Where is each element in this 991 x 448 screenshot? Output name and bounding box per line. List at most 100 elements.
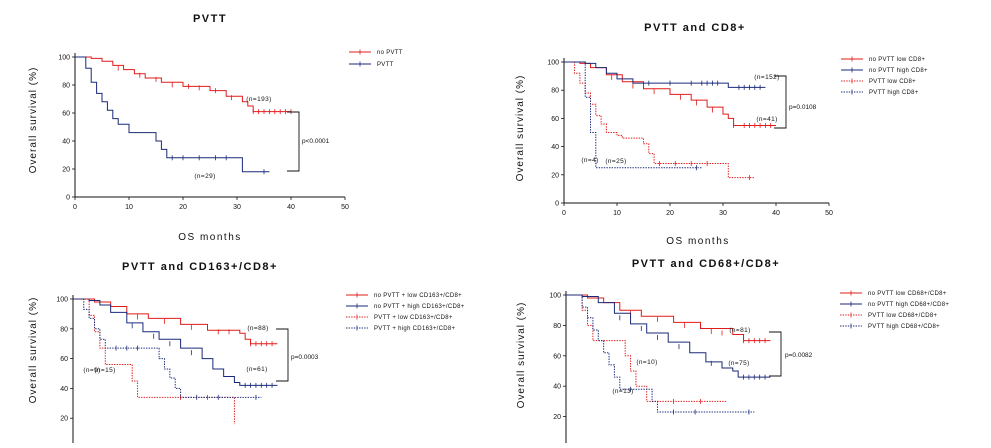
legend: no PVTT low CD8+ no PVTT high CD8+ PVTT lo… xyxy=(841,56,928,96)
n-label: (n=81) xyxy=(729,327,750,334)
tick-labels: 0 20 40 60 80 100 0 10 20 30 40 50 xyxy=(58,55,349,212)
y-tick-label: 0 xyxy=(66,195,70,202)
x-tick-label: 40 xyxy=(287,204,295,211)
n-label: (n=152) xyxy=(754,74,779,81)
legend-entry: no PVTT low CD68+/CD8+ xyxy=(868,291,947,297)
y-axis-label: Overall survival (%) xyxy=(28,297,39,404)
legend-entry: PVTT + low CD163+/CD8+ xyxy=(374,315,453,321)
tick-labels: 20 40 60 80 100 xyxy=(549,293,561,422)
x-axis-label: OS months xyxy=(178,232,242,243)
legend: no PVTT + low CD163+/CD8+ no PVTT + high … xyxy=(346,292,465,332)
bracket-line xyxy=(774,75,787,129)
y-tick-label: 20 xyxy=(62,167,70,174)
km-chart-pvtt-cd8: PVTT and CD8+ Overall survival (%) OS mo… xyxy=(515,22,928,247)
y-tick-label: 80 xyxy=(553,323,561,330)
x-tick-label: 20 xyxy=(179,204,187,211)
survival-curve-3 xyxy=(564,61,755,179)
survival-curve-4 xyxy=(564,61,702,169)
tick-labels: 20 40 60 80 100 xyxy=(56,297,68,423)
x-tick-label: 40 xyxy=(772,210,780,217)
p-value-bracket: p=0.0082 xyxy=(769,331,813,377)
survival-curve-2 xyxy=(566,294,771,378)
survival-curve-3 xyxy=(566,294,728,402)
legend-entry: no PVTT + low CD163+/CD8+ xyxy=(374,293,462,299)
n-label: (n=193) xyxy=(246,96,271,103)
tick-labels: 0 20 40 60 80 100 0 10 20 30 40 50 xyxy=(547,60,833,218)
y-tick-label: 80 xyxy=(551,88,559,95)
survival-curves xyxy=(73,298,278,425)
bracket-line xyxy=(769,331,782,377)
survival-curve-4 xyxy=(73,298,262,398)
sample-size-labels: (n=193) (n=29) xyxy=(194,96,271,180)
n-label: (n=13) xyxy=(612,388,633,395)
x-tick-label: 10 xyxy=(613,210,621,217)
x-tick-label: 10 xyxy=(125,204,133,211)
bracket-line xyxy=(287,111,300,172)
y-tick-label: 40 xyxy=(60,386,68,393)
n-label: (n=29) xyxy=(194,173,215,180)
y-tick-label: 0 xyxy=(555,201,559,208)
km-chart-pvtt-cd68-cd8: PVTT and CD68+/CD8+ Overall survival (%)… xyxy=(516,258,949,448)
p-value: p=0.0003 xyxy=(291,354,319,361)
n-label: (n=41) xyxy=(756,116,777,123)
y-tick-label: 100 xyxy=(547,60,559,67)
y-axis-label: Overall survival (%) xyxy=(516,302,527,409)
y-tick-label: 100 xyxy=(549,293,561,300)
n-label: (n=9) xyxy=(83,367,100,374)
x-tick-label: 30 xyxy=(233,204,241,211)
km-panel-pvtt-cd68-cd8: PVTT and CD68+/CD8+ Overall survival (%)… xyxy=(495,250,991,448)
km-panel-pvtt-cd163-cd8: PVTT and CD163+/CD8+ Overall survival (%… xyxy=(0,250,495,448)
y-tick-label: 60 xyxy=(553,353,561,360)
y-tick-label: 60 xyxy=(551,116,559,123)
chart-title: PVTT and CD8+ xyxy=(644,22,746,34)
legend-entry: PVTT low CD68+/CD8+ xyxy=(868,313,937,319)
y-tick-label: 20 xyxy=(551,172,559,179)
y-tick-label: 60 xyxy=(60,356,68,363)
legend: no PVTT low CD68+/CD8+ no PVTT high CD68+… xyxy=(840,290,949,330)
survival-curves xyxy=(75,56,292,175)
x-tick-label: 30 xyxy=(719,210,727,217)
n-label: (n=4) xyxy=(581,157,598,164)
survival-curve-2 xyxy=(564,61,766,88)
axes xyxy=(561,58,830,206)
sample-size-labels: (n=152) (n=41) (n=25) (n=4) xyxy=(581,74,779,165)
legend-entry: no PVTT + high CD163+/CD8+ xyxy=(374,304,465,310)
n-label: (n=25) xyxy=(605,158,626,165)
chart-title: PVTT and CD68+/CD8+ xyxy=(632,258,780,270)
p-value-bracket: p<0.0001 xyxy=(287,111,330,172)
survival-curves xyxy=(566,294,771,415)
y-tick-label: 40 xyxy=(553,384,561,391)
y-tick-label: 20 xyxy=(60,416,68,423)
legend-entry: no PVTT high CD8+ xyxy=(869,68,928,74)
x-tick-label: 50 xyxy=(341,204,349,211)
sample-size-labels: (n=81) (n=75) (n=10) (n=13) xyxy=(612,327,750,395)
legend-entry: PVTT high CD68+/CD8+ xyxy=(868,324,940,330)
bracket-line xyxy=(276,328,289,382)
legend-entry: no PVTT high CD68+/CD8+ xyxy=(868,302,949,308)
y-tick-label: 80 xyxy=(62,83,70,90)
survival-curve-2 xyxy=(75,56,270,173)
km-chart-pvtt-cd163-cd8: PVTT and CD163+/CD8+ Overall survival (%… xyxy=(28,261,465,448)
legend-entry: no PVTT low CD8+ xyxy=(869,57,925,63)
axes xyxy=(72,53,346,200)
n-label: (n=88) xyxy=(247,325,268,332)
survival-curve-1 xyxy=(564,61,776,126)
p-value: p<0.0001 xyxy=(302,138,330,145)
survival-curve-4 xyxy=(566,294,755,413)
y-tick-label: 80 xyxy=(60,326,68,333)
x-tick-label: 0 xyxy=(562,210,566,217)
p-value-bracket: p=0.0003 xyxy=(276,328,319,382)
n-label: (n=61) xyxy=(246,366,267,373)
y-tick-label: 40 xyxy=(62,139,70,146)
p-value: p=0.0082 xyxy=(785,352,813,359)
survival-curve-1 xyxy=(75,56,291,113)
x-tick-label: 20 xyxy=(666,210,674,217)
survival-curve-1 xyxy=(73,298,278,345)
legend-entry: PVTT xyxy=(377,62,394,68)
sample-size-labels: (n=88) (n=61) (n=9)(n=15) xyxy=(83,325,268,374)
n-label: (n=10) xyxy=(636,359,657,366)
legend-entry: no PVTT xyxy=(377,50,403,56)
p-value-bracket: p=0.0108 xyxy=(774,75,817,129)
axes xyxy=(70,295,342,448)
legend-entry: PVTT high CD8+ xyxy=(869,90,919,96)
